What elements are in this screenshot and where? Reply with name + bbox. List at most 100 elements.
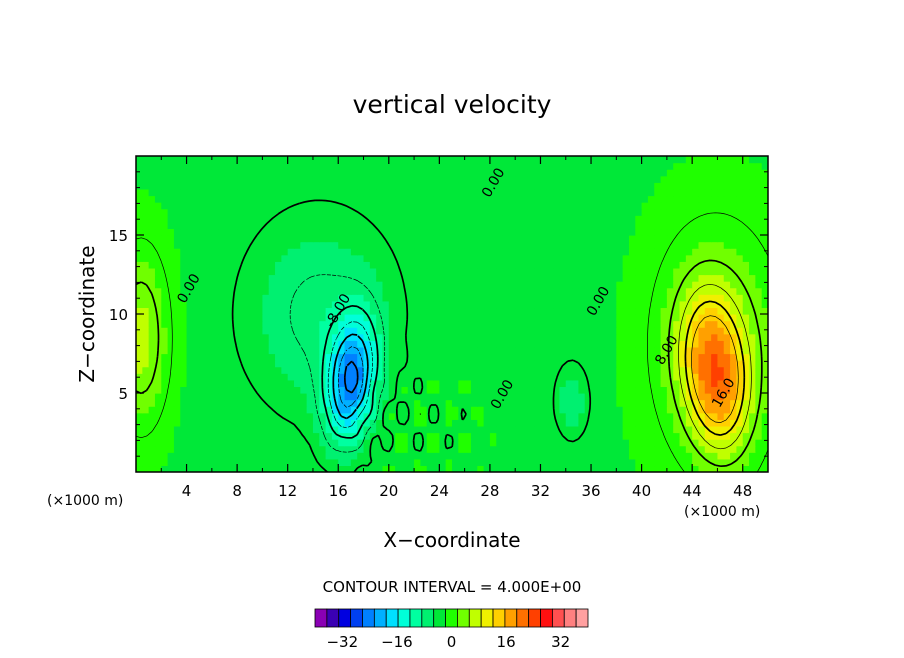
field-cell bbox=[154, 425, 162, 434]
field-cell bbox=[635, 445, 643, 453]
field-cell bbox=[344, 175, 352, 183]
field-cell bbox=[237, 156, 245, 164]
field-cell bbox=[654, 465, 662, 472]
field-cell bbox=[761, 314, 768, 322]
field-cell bbox=[395, 439, 403, 447]
field-cell bbox=[154, 267, 162, 276]
field-cell bbox=[224, 399, 232, 407]
field-cell bbox=[445, 215, 453, 223]
field-cell bbox=[603, 162, 611, 170]
field-cell bbox=[142, 399, 150, 407]
field-cell bbox=[281, 366, 289, 374]
field-cell bbox=[249, 393, 257, 401]
field-cell bbox=[603, 267, 611, 276]
field-cell bbox=[357, 202, 365, 210]
field-cell bbox=[628, 419, 636, 427]
field-cell bbox=[338, 333, 346, 341]
field-cell bbox=[692, 452, 700, 460]
field-cell bbox=[673, 314, 681, 322]
field-cell bbox=[154, 366, 162, 374]
field-cell bbox=[458, 274, 466, 282]
field-cell bbox=[243, 412, 251, 420]
field-cell bbox=[540, 327, 548, 335]
field-cell bbox=[534, 353, 542, 361]
field-cell bbox=[287, 274, 295, 282]
colorbar-tick-label: −16 bbox=[381, 633, 413, 651]
field-cell bbox=[711, 281, 719, 289]
field-cell bbox=[357, 412, 365, 420]
field-cell bbox=[761, 274, 768, 282]
field-cell bbox=[704, 465, 712, 472]
field-cell bbox=[470, 425, 478, 434]
field-cell bbox=[243, 215, 251, 223]
field-cell bbox=[256, 235, 263, 243]
field-cell bbox=[559, 267, 567, 276]
field-cell bbox=[237, 458, 245, 467]
field-cell bbox=[635, 156, 643, 164]
field-cell bbox=[470, 156, 478, 164]
field-cell bbox=[382, 379, 390, 388]
field-cell bbox=[433, 445, 440, 453]
colorbar-swatch bbox=[373, 608, 387, 628]
field-cell bbox=[319, 195, 327, 203]
field-cell bbox=[515, 208, 523, 216]
field-cell bbox=[319, 452, 327, 460]
field-cell bbox=[717, 254, 725, 262]
field-cell bbox=[641, 235, 649, 243]
field-cell bbox=[224, 366, 232, 374]
field-cell bbox=[256, 254, 263, 262]
field-cell bbox=[363, 432, 371, 440]
field-cell bbox=[761, 458, 768, 467]
field-cell bbox=[610, 241, 617, 249]
field-cell bbox=[666, 419, 674, 427]
field-cell bbox=[553, 241, 561, 249]
field-cell bbox=[167, 300, 175, 309]
field-cell bbox=[218, 202, 226, 210]
field-cell bbox=[704, 235, 712, 243]
field-cell bbox=[572, 169, 579, 177]
field-cell bbox=[312, 208, 320, 216]
field-cell bbox=[534, 254, 542, 262]
field-cell bbox=[610, 248, 617, 256]
field-cell bbox=[761, 235, 768, 243]
field-cell bbox=[742, 320, 750, 328]
field-cell bbox=[414, 215, 421, 223]
field-cell bbox=[167, 182, 175, 190]
field-cell bbox=[414, 399, 421, 407]
field-cell bbox=[344, 248, 352, 256]
field-cell bbox=[243, 340, 251, 348]
field-cell bbox=[711, 419, 719, 427]
field-cell bbox=[761, 307, 768, 315]
field-cell bbox=[136, 366, 143, 374]
field-cell bbox=[647, 307, 655, 315]
field-cell bbox=[572, 188, 579, 197]
field-cell bbox=[300, 228, 308, 236]
field-cell bbox=[161, 366, 169, 374]
field-cell bbox=[470, 241, 478, 249]
field-cell bbox=[420, 241, 428, 249]
field-cell bbox=[584, 419, 592, 427]
field-cell bbox=[294, 208, 301, 216]
field-cell bbox=[489, 333, 497, 341]
field-cell bbox=[597, 208, 605, 216]
field-cell bbox=[350, 340, 358, 348]
field-cell bbox=[483, 445, 491, 453]
field-cell bbox=[319, 287, 327, 295]
field-cell bbox=[249, 202, 257, 210]
field-cell bbox=[382, 195, 390, 203]
field-cell bbox=[477, 156, 485, 164]
field-cell bbox=[610, 156, 617, 164]
field-cell bbox=[584, 386, 592, 394]
field-cell bbox=[445, 465, 453, 472]
field-cell bbox=[224, 425, 232, 434]
field-cell bbox=[338, 228, 346, 236]
field-cell bbox=[584, 300, 592, 309]
field-cell bbox=[616, 208, 624, 216]
field-cell bbox=[350, 327, 358, 335]
field-cell bbox=[142, 445, 150, 453]
field-cell bbox=[382, 208, 390, 216]
field-cell bbox=[704, 175, 712, 183]
field-cell bbox=[331, 182, 339, 190]
field-cell bbox=[660, 281, 668, 289]
